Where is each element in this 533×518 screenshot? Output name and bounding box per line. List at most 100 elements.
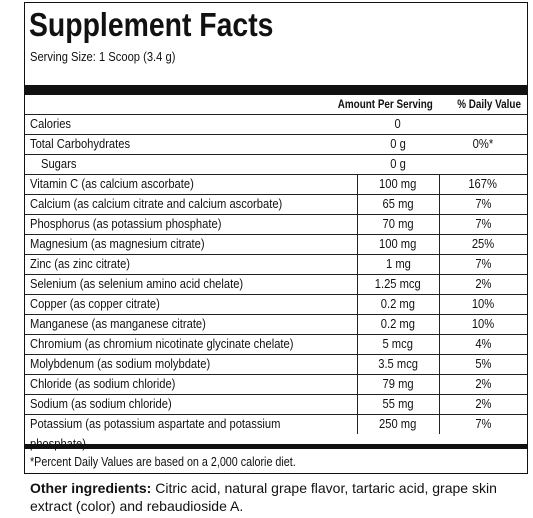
amount-text: 1.25 mcg	[374, 276, 421, 291]
amount: 0	[357, 114, 439, 134]
amount-text: 0.2 mg	[380, 296, 416, 311]
daily-value: 2%	[439, 274, 527, 294]
nutrient-name: Copper (as copper citrate)	[30, 294, 357, 314]
nutrient-name-text: Calories	[30, 116, 72, 131]
facts-panel: Supplement Facts Serving Size: 1 Scoop (…	[24, 2, 528, 474]
amount-text: 100 mg	[379, 236, 417, 251]
nutrient-name-text: Molybdenum (as sodium molybdate)	[30, 356, 211, 371]
nutrient-name-text: Total Carbohydrates	[30, 136, 131, 151]
nutrient-name-text: Selenium (as selenium amino acid chelate…	[30, 276, 244, 291]
thick-rule	[25, 444, 527, 449]
footnote-text: *Percent Daily Values are based on a 2,0…	[30, 455, 296, 469]
amount: 5 mcg	[357, 334, 439, 354]
row-rule	[25, 214, 527, 215]
column-rule	[439, 394, 440, 414]
nutrient-name-text: Sugars	[41, 156, 77, 171]
daily-value-text: 2%	[474, 276, 492, 291]
row-rule	[25, 314, 527, 315]
row-rule	[25, 234, 527, 235]
row-rule	[25, 194, 527, 195]
nutrient-name: Magnesium (as magnesium citrate)	[30, 234, 357, 254]
daily-value-text: 7%	[474, 256, 492, 271]
daily-value: 0%*	[439, 134, 527, 154]
nutrient-name-text: Vitamin C (as calcium ascorbate)	[30, 176, 194, 191]
column-rule	[357, 234, 358, 254]
daily-value: 2%	[439, 394, 527, 414]
column-rule	[439, 254, 440, 274]
nutrient-name: Total Carbohydrates	[30, 134, 357, 154]
amount: 0 g	[357, 154, 439, 174]
amount: 79 mg	[357, 374, 439, 394]
nutrient-name-text: Phosphorus (as potassium phosphate)	[30, 216, 222, 231]
row-rule	[25, 114, 527, 115]
column-rule	[439, 374, 440, 394]
nutrient-name: Zinc (as zinc citrate)	[30, 254, 357, 274]
column-rule	[357, 194, 358, 214]
other-ingredients-text: Citric acid, natural grape flavor, tarta…	[30, 480, 497, 514]
daily-value-text: 0%*	[472, 136, 494, 151]
amount-text: 250 mg	[379, 416, 417, 431]
daily-value-text: 167%	[468, 176, 498, 191]
amount: 0.2 mg	[357, 294, 439, 314]
daily-value-text: 25%	[471, 236, 495, 251]
nutrient-name: Molybdenum (as sodium molybdate)	[30, 354, 357, 374]
nutrient-name: Manganese (as manganese citrate)	[30, 314, 357, 334]
column-rule	[439, 174, 440, 194]
row-rule	[25, 294, 527, 295]
column-rule	[357, 274, 358, 294]
column-rule	[439, 354, 440, 374]
daily-value: 4%	[439, 334, 527, 354]
column-rule	[439, 334, 440, 354]
daily-value: 2%	[439, 374, 527, 394]
daily-value-text: 10%	[471, 296, 495, 311]
thick-rule	[25, 85, 527, 95]
daily-value: 167%	[439, 174, 527, 194]
header-amount-text: Amount Per Serving	[337, 99, 433, 111]
nutrient-name-text: Manganese (as manganese citrate)	[30, 316, 206, 331]
daily-value-text: 2%	[474, 376, 492, 391]
column-rule	[439, 194, 440, 214]
amount: 0 g	[357, 134, 439, 154]
daily-value: 7%	[439, 194, 527, 214]
daily-value-text: 2%	[474, 396, 492, 411]
column-rule	[439, 314, 440, 334]
daily-value: 5%	[439, 354, 527, 374]
nutrient-name-text: Magnesium (as magnesium citrate)	[30, 236, 205, 251]
amount-text: 0 g	[390, 156, 406, 171]
column-rule	[357, 294, 358, 314]
daily-value-text: 7%	[474, 216, 492, 231]
amount-text: 0.2 mg	[380, 316, 416, 331]
title: Supplement Facts	[29, 5, 313, 45]
amount: 100 mg	[357, 174, 439, 194]
daily-value: 7%	[439, 214, 527, 234]
header-dv: % Daily Value	[439, 95, 533, 115]
column-rule	[357, 394, 358, 414]
nutrient-name-text: Potassium (as potassium aspartate and po…	[30, 416, 281, 451]
nutrient-name: Calories	[30, 114, 357, 134]
nutrient-name: Selenium (as selenium amino acid chelate…	[30, 274, 357, 294]
column-rule	[357, 214, 358, 234]
serving-size: Serving Size: 1 Scoop (3.4 g)	[30, 48, 199, 66]
column-rule	[357, 354, 358, 374]
nutrient-name-text: Zinc (as zinc citrate)	[30, 256, 131, 271]
amount: 65 mg	[357, 194, 439, 214]
nutrient-name: Calcium (as calcium citrate and calcium …	[30, 194, 357, 214]
daily-value: 25%	[439, 234, 527, 254]
row-rule	[25, 134, 527, 135]
nutrient-name: Phosphorus (as potassium phosphate)	[30, 214, 357, 234]
amount-text: 3.5 mcg	[378, 356, 418, 371]
daily-value: 7%	[439, 414, 527, 434]
column-rule	[439, 234, 440, 254]
nutrient-name-text: Chromium (as chromium nicotinate glycina…	[30, 336, 294, 351]
row-rule	[25, 374, 527, 375]
amount: 1 mg	[357, 254, 439, 274]
column-rule	[357, 254, 358, 274]
amount-text: 65 mg	[382, 196, 414, 211]
footnote: *Percent Daily Values are based on a 2,0…	[30, 453, 339, 471]
row-rule	[25, 174, 527, 175]
daily-value-text: 10%	[471, 316, 495, 331]
row-rule	[25, 154, 527, 155]
amount-text: 70 mg	[382, 216, 414, 231]
amount-text: 5 mcg	[382, 336, 414, 351]
